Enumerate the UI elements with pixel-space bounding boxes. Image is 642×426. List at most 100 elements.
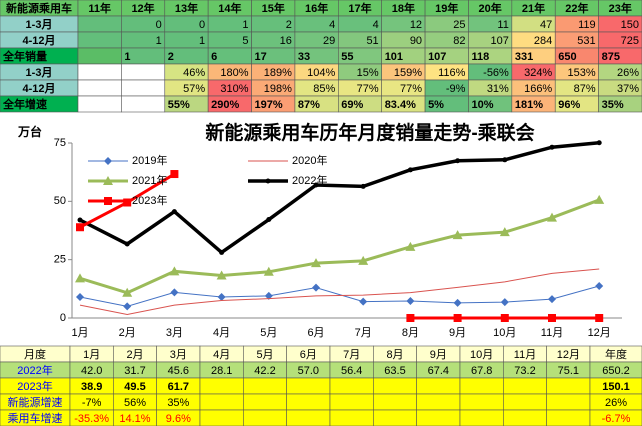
- x-tick-label: 3月: [166, 327, 183, 339]
- table-cell: [77, 31, 122, 49]
- cell-text: 56.4: [341, 365, 362, 377]
- marker: [171, 209, 177, 215]
- marker: [217, 293, 226, 301]
- table-cell: [416, 409, 461, 426]
- marker: [77, 217, 83, 223]
- cell-text: 87%: [298, 99, 320, 111]
- y-tick-label: 25: [54, 254, 66, 266]
- marker: [549, 144, 555, 150]
- table-cell: [546, 393, 591, 411]
- cell-text: 55%: [168, 99, 190, 111]
- row-label: 1-3月: [26, 18, 53, 31]
- header-cell-text: 6月: [300, 349, 317, 361]
- marker: [595, 314, 604, 322]
- cell-text: 159%: [394, 67, 422, 79]
- cell-text: 2: [286, 19, 292, 31]
- cell-text: 150.1: [602, 381, 630, 393]
- cell-text: 28.1: [211, 365, 232, 377]
- cell-text: 67.8: [471, 365, 492, 377]
- x-tick-label: 8月: [402, 327, 419, 339]
- marker: [502, 157, 508, 163]
- header-cell-text: 18年: [392, 1, 415, 15]
- marker: [359, 297, 368, 306]
- cell-text: 75.1: [558, 365, 579, 377]
- cell-text: 63.5: [384, 365, 405, 377]
- marker: [75, 273, 85, 283]
- cell-text: 85%: [313, 83, 335, 95]
- marker: [594, 194, 605, 204]
- table-cell: [77, 63, 122, 81]
- cell-text: 0: [156, 19, 162, 31]
- legend-label: 2021年: [132, 173, 167, 187]
- cell-text: 5: [242, 35, 248, 47]
- series-line: [79, 141, 600, 255]
- header-cell-text: 19年: [435, 1, 458, 15]
- cell-text: -7%: [82, 397, 102, 409]
- cell-text: -6.7%: [602, 413, 631, 425]
- cell-text: 1: [199, 35, 205, 47]
- x-tick-label: 1月: [71, 327, 88, 339]
- cell-text: 198%: [264, 83, 292, 95]
- table-cell: [329, 377, 374, 395]
- header-cell-text: 22年: [565, 1, 588, 15]
- marker: [405, 241, 416, 251]
- header-cell-text: 10月: [470, 349, 493, 361]
- table-cell: [121, 63, 166, 81]
- row-label: 乘用车增速: [8, 411, 63, 425]
- header-cell-text: 7月: [343, 349, 360, 361]
- cell-text: 57.0: [298, 365, 319, 377]
- table-cell: [459, 393, 504, 411]
- cell-text: 77%: [357, 83, 379, 95]
- cell-text: 31.7: [124, 365, 145, 377]
- cell-text: 37%: [617, 83, 639, 95]
- cell-text: 29: [323, 35, 335, 47]
- header-cell-text: 1月: [83, 349, 100, 361]
- cell-text: -56%: [483, 67, 509, 79]
- marker: [266, 217, 272, 223]
- row-label: 4-12月: [22, 34, 55, 47]
- header-cell-text: 12月: [557, 349, 580, 361]
- x-tick-label: 5月: [260, 327, 277, 339]
- table-cell: [373, 409, 417, 426]
- table-cell: [199, 377, 244, 395]
- table-cell: [416, 393, 461, 411]
- cell-text: 310%: [220, 83, 248, 95]
- cell-text: 73.2: [514, 365, 535, 377]
- marker: [548, 314, 556, 322]
- header-cell-text: 20年: [479, 1, 502, 15]
- cell-text: 56%: [124, 397, 146, 409]
- cell-text: 16: [280, 35, 292, 47]
- cell-text: 153%: [567, 67, 595, 79]
- cell-text: 875: [602, 51, 620, 63]
- header-cell-text: 2月: [126, 349, 143, 361]
- cell-text: 10%: [471, 99, 493, 111]
- row-label: 新能源增速: [8, 395, 63, 409]
- header-cell-text: 12年: [131, 1, 154, 15]
- series-line: [79, 198, 600, 295]
- cell-text: 96%: [558, 99, 580, 111]
- marker: [124, 241, 130, 247]
- cell-text: 61.7: [168, 381, 189, 393]
- cell-text: 119: [578, 19, 596, 31]
- cell-text: -35.3%: [74, 413, 109, 425]
- x-tick-label: 9月: [449, 327, 466, 339]
- header-cell-text: 年度: [605, 347, 627, 361]
- cell-text: 1: [156, 35, 162, 47]
- marker: [104, 157, 112, 165]
- cell-text: 4: [373, 19, 379, 31]
- cell-text: -9%: [446, 83, 466, 95]
- legend-label: 2020年: [292, 153, 327, 167]
- row-label: 2023年: [17, 379, 52, 393]
- header-cell-text: 8月: [386, 349, 403, 361]
- cell-text: 57%: [183, 83, 205, 95]
- x-tick-label: 4月: [213, 327, 230, 339]
- x-tick-label: 7月: [355, 327, 372, 339]
- table-cell: [503, 393, 547, 411]
- cell-text: 107: [428, 51, 446, 63]
- cell-text: 0: [199, 19, 205, 31]
- marker: [170, 288, 179, 297]
- header-cell-text: 月度: [24, 347, 46, 361]
- marker: [103, 176, 113, 185]
- cell-text: 189%: [264, 67, 292, 79]
